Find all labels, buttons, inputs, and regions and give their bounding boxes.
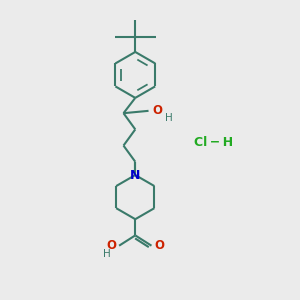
Text: H: H — [103, 249, 111, 259]
Text: O: O — [154, 239, 164, 252]
Text: O: O — [152, 104, 162, 117]
Text: O: O — [106, 239, 116, 252]
Text: Cl − H: Cl − H — [194, 136, 233, 149]
Text: N: N — [130, 169, 140, 182]
Text: H: H — [165, 113, 172, 123]
